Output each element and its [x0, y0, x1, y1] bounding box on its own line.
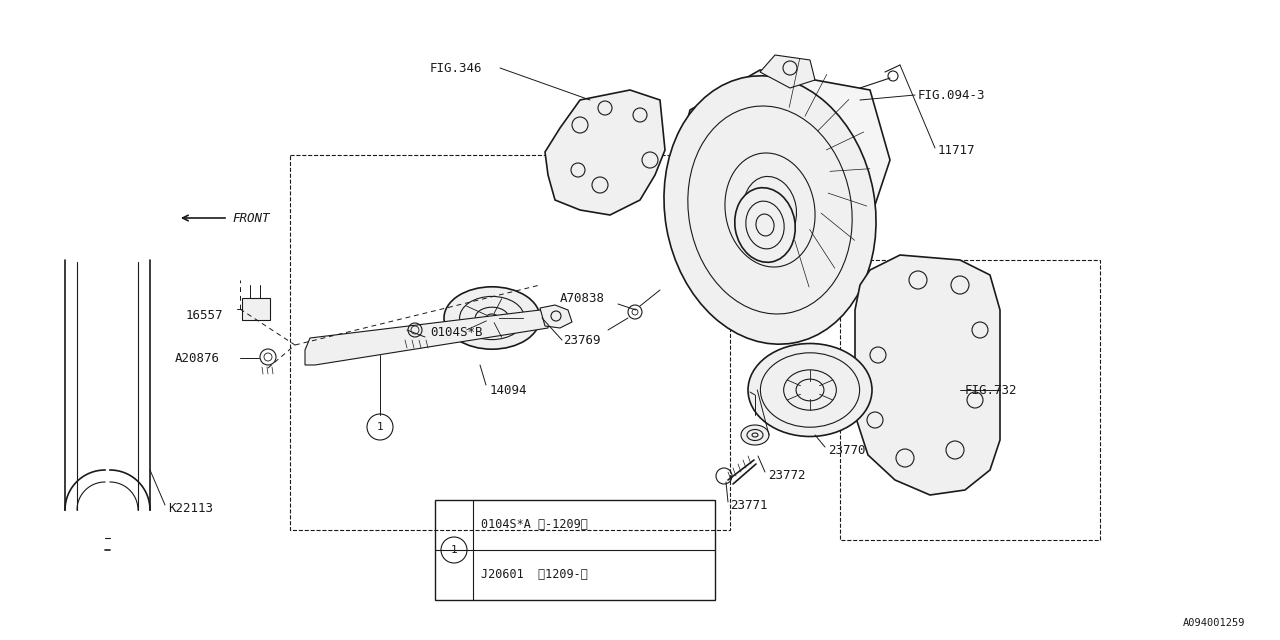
Polygon shape	[545, 90, 666, 215]
Text: FRONT: FRONT	[232, 211, 270, 225]
Text: 16557: 16557	[186, 308, 224, 321]
Text: 23769: 23769	[563, 333, 600, 346]
Bar	[242, 298, 270, 320]
Ellipse shape	[664, 76, 876, 344]
Text: A20876: A20876	[175, 351, 220, 365]
Text: K22113: K22113	[168, 502, 212, 515]
Text: 14094: 14094	[490, 383, 527, 397]
Text: 23771: 23771	[730, 499, 768, 511]
Text: 1: 1	[451, 545, 457, 555]
Bar	[291, 155, 730, 530]
Text: 11717: 11717	[938, 143, 975, 157]
Text: 23770: 23770	[828, 444, 865, 456]
Ellipse shape	[735, 188, 795, 262]
Text: 0104S*A 〈-1209〉: 0104S*A 〈-1209〉	[481, 518, 588, 531]
Ellipse shape	[741, 425, 769, 445]
Text: J20601  〈1209-〉: J20601 〈1209-〉	[481, 568, 588, 582]
Polygon shape	[855, 255, 1000, 495]
Text: 0104S*B: 0104S*B	[430, 326, 483, 339]
Text: 1: 1	[376, 422, 384, 432]
Text: FIG.732: FIG.732	[965, 383, 1018, 397]
Ellipse shape	[444, 287, 540, 349]
Polygon shape	[760, 55, 815, 88]
Text: A70838: A70838	[561, 291, 605, 305]
Text: FIG.346: FIG.346	[430, 61, 483, 74]
Text: FIG.094-3: FIG.094-3	[918, 88, 986, 102]
Bar	[435, 500, 716, 600]
Polygon shape	[669, 70, 890, 290]
Text: 23772: 23772	[768, 468, 805, 481]
Polygon shape	[540, 305, 572, 328]
Polygon shape	[305, 310, 548, 365]
Text: A094001259: A094001259	[1183, 618, 1245, 628]
Bar	[840, 260, 1100, 540]
Ellipse shape	[748, 344, 872, 436]
